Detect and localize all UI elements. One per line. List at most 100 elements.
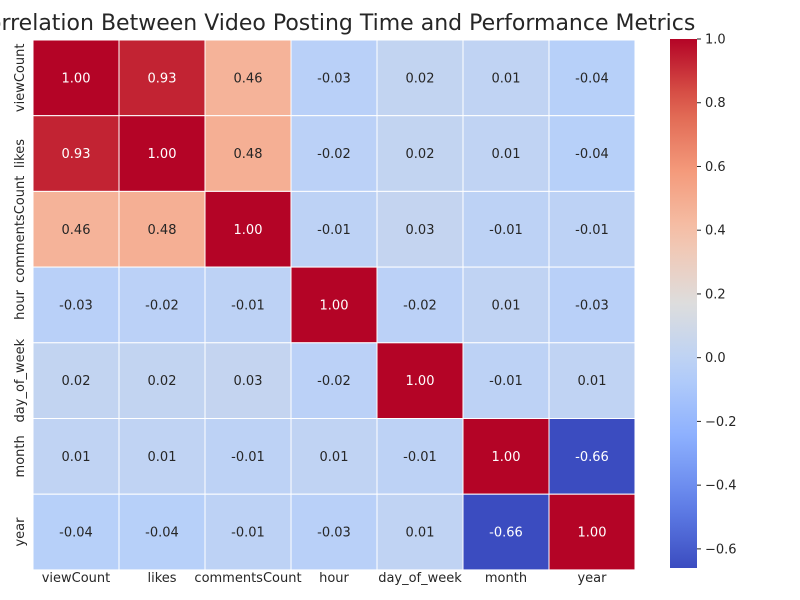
cell-value-label: 0.46: [234, 71, 263, 86]
heatmap-cell: [118, 190, 206, 268]
cell-value-label: -0.01: [231, 450, 265, 465]
cell-value-label: -0.02: [403, 298, 437, 313]
cell-value-label: -0.02: [145, 298, 179, 313]
colorbar-tick-label: 0.2: [705, 287, 726, 302]
cell-value-label: 1.00: [234, 223, 263, 238]
cell-value-label: 0.93: [148, 71, 177, 86]
cell-value-label: 0.01: [62, 450, 91, 465]
heatmap-cell: [32, 39, 120, 117]
cell-value-label: -0.01: [575, 223, 609, 238]
heatmap-cell: [204, 190, 292, 268]
y-tick-label: likes: [13, 139, 28, 168]
heatmap-cell: [376, 39, 464, 117]
cell-value-label: 0.01: [148, 450, 177, 465]
cell-value-label: 1.00: [492, 450, 521, 465]
colorbar-gradient: [670, 39, 697, 568]
cell-value-label: -0.03: [317, 71, 351, 86]
x-tick-label: month: [485, 571, 527, 586]
heatmap-cell: [462, 493, 550, 571]
heatmap-cell: [290, 39, 378, 117]
cell-value-label: -0.03: [59, 298, 93, 313]
cell-value-label: -0.02: [317, 374, 351, 389]
heatmap-cell: [32, 418, 120, 495]
cell-value-label: 1.00: [406, 374, 435, 389]
heatmap-cell: [462, 39, 550, 117]
colorbar-tick-label: 1.0: [705, 33, 726, 48]
heatmap-cell: [548, 266, 636, 344]
heatmap-cell: [462, 266, 550, 344]
x-tick-label: day_of_week: [378, 571, 462, 586]
cell-value-label: -0.03: [317, 526, 351, 541]
cell-value-label: -0.01: [317, 223, 351, 238]
colorbar-tick-label: 0.4: [705, 224, 726, 239]
cell-value-label: 0.02: [62, 374, 91, 389]
cell-value-label: -0.01: [231, 526, 265, 541]
heatmap-cell: [376, 493, 464, 571]
heatmap-cell: [548, 342, 636, 419]
colorbar: 1.0 0.8 0.6 0.4 0.2 0.0 −0.2 −0.4 −0.6: [670, 33, 737, 568]
heatmap-cell: [204, 418, 292, 495]
heatmap-cell: [32, 342, 120, 419]
heatmap-cell: [548, 190, 636, 268]
heatmap-cell: [118, 266, 206, 344]
heatmap-cell: [204, 342, 292, 419]
cell-value-label: -0.04: [145, 526, 179, 541]
colorbar-tick-label: 0.6: [705, 160, 726, 175]
cell-value-label: 0.01: [492, 71, 521, 86]
heatmap-cell: [204, 493, 292, 571]
cell-value-label: 0.01: [492, 298, 521, 313]
cell-value-label: -0.01: [231, 298, 265, 313]
cell-value-label: -0.04: [59, 526, 93, 541]
colorbar-tick-label: −0.2: [705, 415, 737, 430]
heatmap-cell: [32, 493, 120, 571]
colorbar-tick-label: −0.4: [705, 479, 737, 494]
cell-value-label: 1.00: [62, 71, 91, 86]
cell-value-label: -0.03: [575, 298, 609, 313]
x-tick-label: year: [577, 571, 607, 586]
heatmap-cell: [290, 493, 378, 571]
x-tick-label: commentsCount: [194, 571, 301, 586]
cell-value-label: 0.93: [62, 147, 91, 162]
cell-value-label: -0.01: [489, 223, 523, 238]
y-tick-label: day_of_week: [13, 338, 28, 422]
cell-value-label: 1.00: [148, 147, 177, 162]
cell-value-label: 0.01: [406, 526, 435, 541]
x-tick-label: likes: [147, 571, 176, 586]
y-axis-ticks: viewCount likes commentsCount hour day_of_we…: [13, 44, 28, 547]
heatmap-cell: [548, 418, 636, 495]
cell-value-label: 0.01: [492, 147, 521, 162]
heatmap-cell: [290, 190, 378, 268]
cell-value-label: -0.04: [575, 147, 609, 162]
heatmap-cell: [290, 418, 378, 495]
cell-value-label: -0.66: [575, 450, 609, 465]
y-tick-label: viewCount: [13, 44, 28, 113]
cell-value-label: -0.01: [403, 450, 437, 465]
heatmap-cell: [118, 39, 206, 117]
heatmap-cells: 1.00 0.93 0.46 -0.03 0.02 0.01 -0.04 0.93 1.00 0.…: [32, 39, 636, 571]
heatmap-cell: [204, 115, 292, 192]
heatmap-cell: [376, 115, 464, 192]
heatmap-cell: [32, 266, 120, 344]
cell-value-label: 0.03: [234, 374, 263, 389]
cell-value-label: 0.03: [406, 223, 435, 238]
heatmap-cell: [462, 115, 550, 192]
heatmap-cell: [32, 115, 120, 192]
heatmap-cell: [376, 418, 464, 495]
cell-value-label: 0.02: [148, 374, 177, 389]
cell-value-label: 0.02: [406, 147, 435, 162]
cell-value-label: 0.01: [578, 374, 607, 389]
cell-value-label: -0.02: [317, 147, 351, 162]
heatmap-cell: [118, 418, 206, 495]
cell-value-label: -0.01: [489, 374, 523, 389]
x-axis-ticks: viewCount likes commentsCount hour day_of_we…: [42, 571, 607, 586]
heatmap-cell: [462, 190, 550, 268]
cell-value-label: 1.00: [578, 526, 607, 541]
x-tick-label: hour: [319, 571, 349, 586]
cell-value-label: 0.48: [148, 223, 177, 238]
cell-value-label: -0.66: [489, 526, 523, 541]
cell-value-label: 0.02: [406, 71, 435, 86]
y-tick-label: commentsCount: [13, 176, 28, 283]
colorbar-tick-label: −0.6: [705, 542, 737, 557]
heatmap-cell: [290, 266, 378, 344]
